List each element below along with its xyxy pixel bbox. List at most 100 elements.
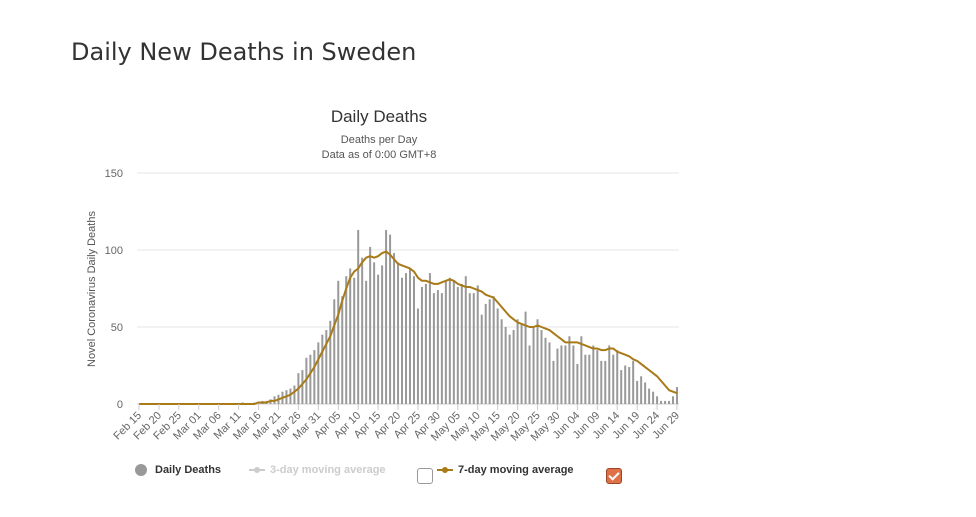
bar[interactable] bbox=[432, 293, 435, 404]
bar[interactable] bbox=[676, 387, 679, 404]
bar[interactable] bbox=[500, 319, 503, 404]
bar[interactable] bbox=[408, 268, 411, 404]
bar[interactable] bbox=[584, 354, 587, 404]
toggle-7-day-average-checkbox[interactable] bbox=[606, 468, 622, 484]
bar[interactable] bbox=[672, 396, 675, 404]
bar[interactable] bbox=[452, 280, 455, 404]
bar[interactable] bbox=[484, 303, 487, 404]
bar[interactable] bbox=[448, 277, 451, 404]
bar[interactable] bbox=[568, 336, 571, 404]
bar[interactable] bbox=[305, 357, 308, 404]
bar[interactable] bbox=[460, 283, 463, 404]
bar[interactable] bbox=[476, 285, 479, 404]
bar[interactable] bbox=[604, 360, 607, 404]
bar[interactable] bbox=[528, 345, 531, 404]
legend-item-daily-deaths[interactable]: Daily Deaths bbox=[135, 464, 221, 476]
bar[interactable] bbox=[624, 365, 627, 405]
legend-item-3-day-average[interactable]: 3-day moving average bbox=[249, 464, 386, 476]
bar[interactable] bbox=[373, 262, 376, 404]
bar[interactable] bbox=[636, 380, 639, 404]
bar[interactable] bbox=[464, 276, 467, 404]
toggle-3-day-average-checkbox[interactable] bbox=[417, 468, 433, 484]
bar[interactable] bbox=[572, 345, 575, 404]
bar[interactable] bbox=[365, 280, 368, 404]
bar[interactable] bbox=[520, 323, 523, 404]
bar[interactable] bbox=[512, 330, 515, 404]
bar[interactable] bbox=[389, 234, 392, 404]
bar[interactable] bbox=[436, 290, 439, 404]
bar[interactable] bbox=[420, 286, 423, 404]
bar[interactable] bbox=[548, 342, 551, 404]
bar[interactable] bbox=[524, 311, 527, 404]
bar[interactable] bbox=[576, 363, 579, 404]
bar[interactable] bbox=[385, 229, 388, 404]
bar[interactable] bbox=[544, 337, 547, 404]
bar[interactable] bbox=[668, 400, 671, 404]
bar[interactable] bbox=[480, 314, 483, 404]
bar[interactable] bbox=[416, 308, 419, 404]
line-7-day-average[interactable] bbox=[138, 250, 678, 405]
bar[interactable] bbox=[504, 327, 507, 404]
bar[interactable] bbox=[600, 360, 603, 404]
legend-item-7-day-average[interactable]: 7-day moving average bbox=[437, 464, 574, 476]
bar[interactable] bbox=[656, 396, 659, 404]
bar[interactable] bbox=[313, 350, 316, 404]
bar[interactable] bbox=[652, 391, 655, 404]
bar[interactable] bbox=[329, 320, 332, 404]
bar[interactable] bbox=[317, 342, 320, 404]
bar[interactable] bbox=[369, 246, 372, 404]
bar[interactable] bbox=[564, 345, 567, 404]
bar[interactable] bbox=[289, 388, 292, 404]
bar[interactable] bbox=[596, 350, 599, 404]
bar[interactable] bbox=[664, 400, 667, 404]
bar[interactable] bbox=[412, 276, 415, 404]
bar[interactable] bbox=[540, 330, 543, 404]
bar[interactable] bbox=[333, 299, 336, 404]
bar[interactable] bbox=[492, 296, 495, 404]
bar[interactable] bbox=[440, 293, 443, 404]
bar[interactable] bbox=[536, 319, 539, 404]
bar[interactable] bbox=[293, 385, 296, 404]
bar[interactable] bbox=[632, 360, 635, 404]
bar[interactable] bbox=[357, 229, 360, 404]
bar[interactable] bbox=[556, 348, 559, 404]
bar[interactable] bbox=[393, 253, 396, 404]
bar[interactable] bbox=[341, 296, 344, 404]
bar[interactable] bbox=[321, 334, 324, 404]
bar[interactable] bbox=[309, 354, 312, 404]
bar[interactable] bbox=[345, 276, 348, 404]
bar[interactable] bbox=[552, 360, 555, 404]
bar[interactable] bbox=[640, 376, 643, 404]
bar[interactable] bbox=[468, 293, 471, 404]
bar[interactable] bbox=[628, 367, 631, 404]
bar[interactable] bbox=[377, 274, 380, 404]
bar[interactable] bbox=[488, 299, 491, 404]
bar[interactable] bbox=[428, 273, 431, 404]
bar[interactable] bbox=[337, 280, 340, 404]
bar[interactable] bbox=[325, 330, 328, 404]
bar[interactable] bbox=[592, 345, 595, 404]
bar[interactable] bbox=[381, 265, 384, 404]
bar[interactable] bbox=[648, 388, 651, 404]
bar[interactable] bbox=[612, 354, 615, 404]
bar[interactable] bbox=[580, 336, 583, 404]
bar[interactable] bbox=[560, 345, 563, 404]
bar[interactable] bbox=[424, 283, 427, 404]
bar[interactable] bbox=[444, 280, 447, 404]
bar[interactable] bbox=[616, 350, 619, 404]
bar[interactable] bbox=[644, 382, 647, 404]
bar[interactable] bbox=[532, 327, 535, 404]
bar[interactable] bbox=[660, 400, 663, 404]
bar[interactable] bbox=[301, 370, 304, 404]
bar[interactable] bbox=[361, 257, 364, 404]
bar[interactable] bbox=[353, 277, 356, 404]
bar[interactable] bbox=[405, 273, 408, 404]
bar[interactable] bbox=[496, 308, 499, 404]
bar[interactable] bbox=[349, 268, 352, 404]
bar[interactable] bbox=[456, 286, 459, 404]
bar[interactable] bbox=[608, 345, 611, 404]
bar[interactable] bbox=[588, 354, 591, 404]
bar[interactable] bbox=[620, 370, 623, 404]
bar[interactable] bbox=[401, 277, 404, 404]
bar[interactable] bbox=[472, 293, 475, 404]
